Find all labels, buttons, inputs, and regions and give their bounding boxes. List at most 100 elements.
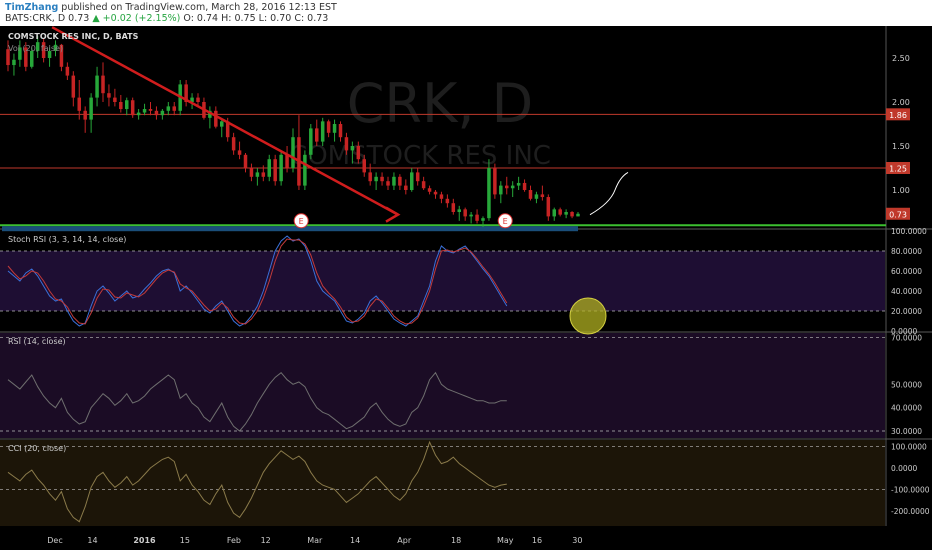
candle-body: [493, 168, 497, 195]
candle-body: [439, 194, 444, 199]
indicator-label: CCI (20, close): [8, 444, 66, 453]
price-tick: 1.00: [892, 186, 910, 195]
last-price: 0.73: [68, 13, 90, 24]
price-tick: 2.00: [892, 98, 910, 107]
cci-band: [0, 440, 885, 526]
candle-body: [41, 42, 46, 58]
candle-body: [71, 75, 76, 98]
time-tick: 12: [261, 536, 271, 545]
candle-body: [35, 42, 40, 51]
candle-body: [30, 50, 34, 67]
chart-area[interactable]: CRK, D COMSTOCK RES INC 1.86 1.25 0.73 2.50 2.…: [0, 26, 932, 550]
chart-svg[interactable]: CRK, D COMSTOCK RES INC 1.86 1.25 0.73 2.50 2.…: [0, 26, 932, 550]
downtrend-line: [51, 26, 399, 216]
indicator-tick: 50.0000: [891, 380, 922, 389]
candle-body: [404, 185, 408, 190]
indicator-tick: 100.0000: [891, 227, 927, 236]
indicator-line: [7, 238, 508, 325]
candle-body: [576, 213, 580, 217]
candle-body: [475, 214, 479, 221]
candle-body: [558, 209, 562, 215]
candle-body: [338, 124, 343, 138]
indicator-tick: 40.0000: [891, 404, 922, 413]
candle-body: [225, 121, 230, 138]
volume-label: Vol (20, false): [8, 44, 63, 53]
candle-body: [6, 49, 10, 66]
indicator-label: RSI (14, close): [8, 337, 66, 346]
candle-body: [481, 218, 485, 221]
candle-body: [344, 137, 349, 151]
chart-title: COMSTOCK RES INC, D, BATS: [8, 32, 139, 41]
candle-body: [570, 212, 574, 217]
candle-body: [510, 185, 515, 189]
watermark-name: COMSTOCK RES INC: [289, 141, 551, 171]
price-level-badge: [886, 207, 910, 220]
indicator-tick: 60.0000: [891, 267, 922, 276]
price-level-badge: [886, 162, 910, 174]
indicator-tick: 80.0000: [891, 247, 922, 256]
candle-body: [220, 121, 224, 127]
candle-body: [291, 137, 295, 168]
candle-body: [136, 112, 141, 116]
watermark-symbol: CRK, D: [347, 72, 534, 135]
author-name[interactable]: TimZhang: [5, 2, 59, 13]
earnings-marker-label: E: [503, 217, 508, 226]
indicator-tick: 20.0000: [891, 307, 922, 316]
candle-body: [374, 176, 378, 182]
indicator-tick: 100.0000: [891, 442, 927, 451]
candle-body: [451, 203, 456, 212]
candle-body: [445, 198, 450, 204]
candle-body: [77, 97, 81, 111]
earnings-marker-label: E: [299, 217, 304, 226]
candle-body: [249, 168, 254, 177]
publish-info: published on TradingView.com, March 28, …: [61, 2, 337, 13]
time-tick: May: [497, 536, 514, 545]
candle-body: [528, 190, 533, 199]
price-tick: 1.50: [892, 142, 910, 151]
indicator-line: [7, 371, 507, 432]
candle-body: [522, 182, 527, 190]
candle-body: [47, 50, 52, 58]
candle-body: [516, 182, 521, 186]
chart-header: TimZhang published on TradingView.com, M…: [0, 0, 932, 26]
candle-body: [380, 176, 384, 182]
candle-body: [267, 159, 271, 177]
candle-body: [356, 146, 361, 160]
candle-body: [24, 47, 28, 67]
candle-body: [540, 194, 545, 198]
stoch-rsi-band: [0, 251, 885, 311]
candle-body: [243, 154, 248, 168]
candle-body: [166, 106, 171, 111]
time-tick: 18: [451, 536, 461, 545]
candle-body: [386, 181, 390, 186]
price-level-badge: [886, 108, 910, 121]
candle-body: [214, 110, 218, 127]
candle-body: [83, 110, 87, 120]
highlight-circle: [569, 297, 607, 335]
candle-body: [95, 75, 99, 98]
time-tick: Apr: [397, 536, 412, 545]
candle-body: [398, 176, 402, 186]
time-tick: 14: [350, 536, 360, 545]
candle-body: [463, 209, 467, 217]
indicator-tick: 30.0000: [891, 427, 922, 436]
candle-body: [326, 121, 331, 133]
candle-body: [499, 185, 503, 195]
indicator-label: Stoch RSI (3, 3, 14, 14, close): [8, 235, 126, 244]
time-tick: 2016: [133, 536, 156, 545]
candle-body: [12, 59, 16, 66]
candle-body: [261, 172, 266, 177]
ohlc-values: O: 0.74 H: 0.75 L: 0.70 C: 0.73: [183, 13, 329, 24]
time-tick: 15: [180, 536, 190, 545]
candle-body: [505, 185, 509, 189]
price-level-label: 1.25: [889, 165, 907, 174]
candle-body: [320, 121, 325, 142]
candle-body: [148, 109, 153, 111]
candle-body: [53, 44, 58, 51]
candle-body: [208, 110, 212, 118]
price-change: ▲ +0.02 (+2.15%): [92, 13, 181, 24]
candle-body: [410, 172, 414, 190]
candle-body: [184, 84, 188, 102]
candle-body: [65, 66, 70, 76]
candle-body: [332, 124, 337, 133]
